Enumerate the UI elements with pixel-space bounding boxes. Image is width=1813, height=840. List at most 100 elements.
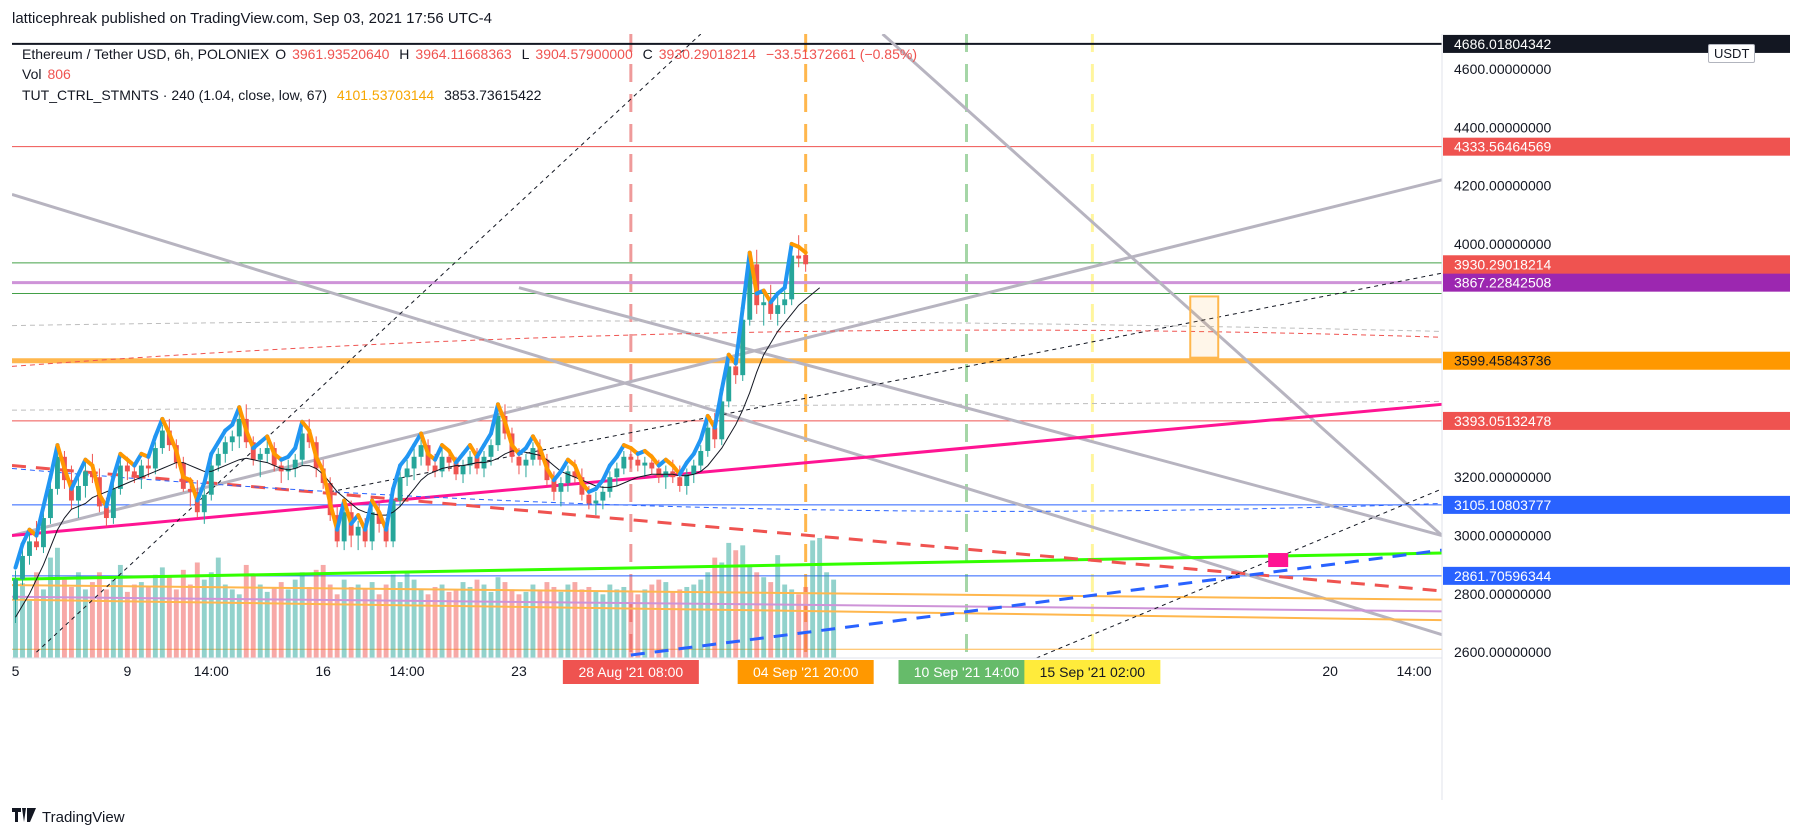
y-tick-label: 2800.00000000 bbox=[1454, 586, 1552, 602]
volume-bar bbox=[145, 586, 151, 658]
indicator-segment bbox=[433, 443, 445, 462]
indicator-segment bbox=[188, 478, 200, 503]
volume-bar bbox=[215, 557, 221, 658]
indicator-segment bbox=[502, 419, 514, 448]
indicator-segment bbox=[544, 466, 556, 483]
brand-name: TradingView bbox=[42, 809, 125, 826]
indicator-segment bbox=[447, 448, 459, 465]
candle-body bbox=[607, 477, 613, 492]
indicator-segment bbox=[495, 402, 507, 424]
volume-bar bbox=[761, 577, 767, 658]
volume-bar bbox=[754, 572, 760, 658]
red-dashed-curve bbox=[12, 329, 1443, 367]
candle-body bbox=[565, 471, 571, 484]
candle-body bbox=[432, 465, 438, 472]
volume-bar bbox=[292, 579, 298, 658]
indicator-segment bbox=[160, 416, 172, 436]
y-tick-label: 3200.00000000 bbox=[1454, 469, 1552, 485]
volume-bar bbox=[82, 589, 88, 658]
price-chart[interactable]: 4600.00000000 4400.00000000 4200.00000000 4… bbox=[12, 34, 1801, 800]
volume-bar bbox=[572, 582, 578, 658]
volume-bar bbox=[180, 569, 186, 658]
volume-bar bbox=[222, 584, 228, 658]
volume-bar bbox=[89, 582, 95, 658]
indicator-segment bbox=[20, 527, 32, 547]
volume-bar bbox=[13, 594, 18, 658]
volume-bar bbox=[747, 564, 753, 658]
volume-bar bbox=[34, 572, 39, 658]
volume-bar bbox=[229, 589, 235, 658]
black-dashed-line bbox=[330, 272, 1443, 493]
indicator-segment bbox=[384, 486, 396, 532]
indicator-segment bbox=[391, 463, 403, 491]
indicator-segment bbox=[237, 405, 249, 433]
candle-body bbox=[264, 448, 270, 454]
candle-body bbox=[523, 459, 529, 466]
volume-bar bbox=[61, 579, 67, 658]
gray-dashed-line bbox=[12, 400, 1443, 411]
indicator-segment bbox=[48, 443, 60, 480]
volume-bar bbox=[474, 579, 480, 658]
indicator-segment bbox=[307, 428, 319, 459]
indicator-segment bbox=[321, 469, 333, 506]
candle-body bbox=[761, 302, 767, 306]
candle-body bbox=[698, 450, 704, 466]
volume-bar bbox=[397, 582, 403, 658]
time-highlight-box bbox=[737, 660, 874, 684]
indicator-segment bbox=[691, 437, 703, 456]
volume-bar bbox=[684, 586, 690, 658]
candle-body bbox=[551, 480, 557, 492]
change-value: −33.51372661 (−0.85%) bbox=[765, 46, 917, 62]
gray-trend-line bbox=[518, 286, 1443, 537]
volume-bar bbox=[817, 538, 823, 658]
chart-area[interactable]: 4600.00000000 4400.00000000 4200.00000000 4… bbox=[12, 34, 1801, 800]
indicator-segment bbox=[34, 504, 46, 538]
candle-body bbox=[271, 448, 277, 466]
volume-bar bbox=[264, 591, 270, 658]
indicator-segment bbox=[293, 419, 305, 451]
volume-bar bbox=[208, 572, 214, 658]
symbol-label: Ethereum / Tether USD, 6h, POLONIEX bbox=[22, 46, 270, 62]
candle-body bbox=[208, 465, 214, 495]
candle-body bbox=[628, 456, 634, 460]
moving-average-line bbox=[15, 287, 821, 618]
candle-body bbox=[705, 427, 711, 451]
indicator-segment bbox=[209, 440, 221, 456]
candle-body bbox=[656, 468, 662, 478]
candle-body bbox=[48, 488, 53, 519]
indicator-segment bbox=[132, 451, 144, 468]
time-highlight-box bbox=[1024, 660, 1161, 684]
candle-body bbox=[684, 474, 690, 486]
time-highlight-box bbox=[562, 660, 699, 684]
x-tick-label: 9 bbox=[123, 663, 131, 679]
candle-body bbox=[418, 445, 424, 457]
candle-body bbox=[747, 264, 753, 320]
indicator-segment bbox=[482, 431, 493, 448]
candle-body bbox=[733, 366, 739, 376]
volume-bar bbox=[705, 572, 711, 658]
volume-bar bbox=[362, 589, 368, 658]
currency-badge[interactable]: USDT bbox=[1708, 44, 1756, 63]
volume-label: Vol bbox=[22, 66, 42, 82]
candle-body bbox=[467, 456, 473, 466]
candle-body bbox=[369, 512, 375, 542]
magenta-trend-line bbox=[12, 402, 1443, 538]
indicator-segment bbox=[712, 387, 724, 430]
candle-body bbox=[124, 465, 130, 472]
high-label: H bbox=[399, 46, 410, 62]
volume-bar bbox=[558, 591, 564, 658]
candle-body bbox=[740, 319, 746, 376]
candle-body bbox=[453, 462, 459, 475]
candle-body bbox=[222, 442, 228, 454]
footer-brand: TradingView bbox=[12, 808, 125, 827]
indicator-label: TUT_CTRL_STMNTS · 240 (1.04, close, low,… bbox=[22, 87, 327, 103]
volume-bar bbox=[537, 589, 543, 658]
volume-bar bbox=[691, 584, 697, 658]
price-label: 3105.10803777 bbox=[1454, 497, 1552, 513]
volume-bar bbox=[775, 555, 781, 658]
y-tick-label: 3000.00000000 bbox=[1454, 528, 1552, 544]
green-trend-line bbox=[12, 551, 1443, 581]
indicator-segment bbox=[265, 434, 277, 456]
volume-bar bbox=[20, 583, 25, 658]
volume-bar bbox=[607, 584, 613, 658]
